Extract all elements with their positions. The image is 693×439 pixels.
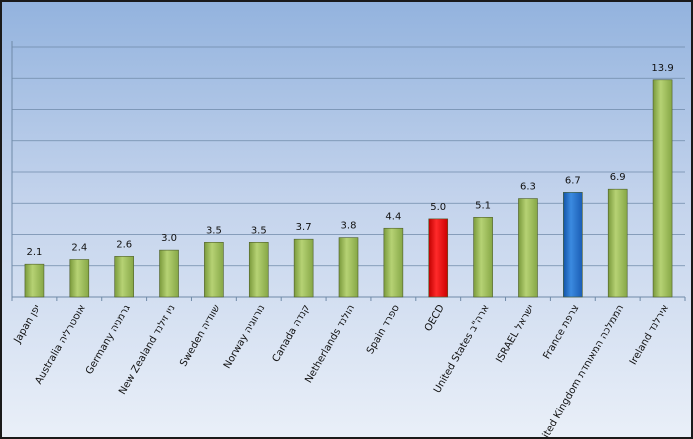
bar-4 [204,242,224,298]
value-label-3: 3.0 [161,233,177,244]
category-label-12: France צרפת [541,303,581,361]
category-label-4: Sweden שוודיה [178,303,222,369]
value-label-5: 3.5 [251,225,267,236]
value-label-9: 5.0 [430,202,446,213]
value-labels: 2.1 2.4 2.6 3.0 3.5 3.5 3.7 3.8 4.4 5.0 5.1 6.3 6.7 6… [26,63,673,258]
value-label-13: 6.9 [610,172,626,183]
value-label-2: 2.6 [116,239,132,250]
value-label-4: 3.5 [206,225,222,236]
bar-3 [159,249,179,298]
bar-12 [563,192,583,298]
category-label-11: ISRAEL ישראל [494,303,536,365]
category-label-13: United Kingdom הממלכה המאוחדת [534,303,626,437]
bar-6 [293,238,314,298]
value-label-6: 3.7 [296,222,312,233]
bars [24,79,673,298]
bar-14 [652,79,673,298]
bar-0 [24,263,45,298]
bar-13 [607,188,628,298]
category-label-6: Canada קנדה [271,303,313,364]
bar-11 [518,198,538,298]
value-label-14: 13.9 [651,63,673,74]
value-label-12: 6.7 [565,175,581,186]
gridlines [12,46,685,267]
bar-9 [428,218,449,298]
value-label-0: 2.1 [26,247,42,258]
category-label-0: Japan יפן [12,303,43,346]
bar-1 [69,259,90,298]
value-label-10: 5.1 [475,200,491,211]
value-label-7: 3.8 [341,221,357,232]
category-label-14: Ireland אירלנד [628,303,671,367]
value-label-1: 2.4 [71,243,87,254]
category-label-5: Norway נורווגיה [222,303,267,371]
category-label-8: Spain ספרד [365,303,402,356]
category-label-1: Australia אוסטרליה [33,303,87,386]
category-label-7: Netherlands הולנד [303,303,357,385]
category-label-9: OECD [423,303,447,334]
value-label-11: 6.3 [520,182,536,193]
bar-7 [338,237,359,298]
value-label-8: 4.4 [385,211,401,222]
bar-8 [383,227,404,298]
bar-5 [248,242,269,298]
bar-2 [114,256,134,298]
bar-10 [473,217,493,298]
category-label-2: Germany גרמניה [84,303,133,376]
